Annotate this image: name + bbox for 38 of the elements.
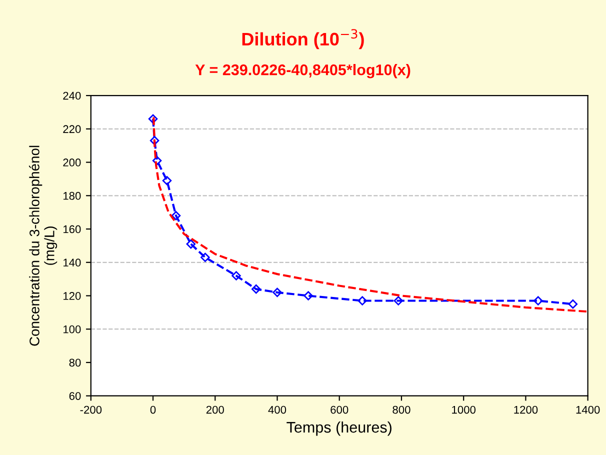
y-tick-label: 220 <box>63 125 81 134</box>
point <box>171 211 181 220</box>
point <box>394 296 403 306</box>
x-tick-label: 0 <box>150 406 156 414</box>
y-tick-label: 180 <box>63 192 81 200</box>
point <box>568 299 578 309</box>
x-tick-label: 1400 <box>576 406 600 414</box>
point <box>358 296 367 306</box>
y-axis-title: Concentration du 3-chlorophénol (mg/L) <box>29 146 58 346</box>
y-tick-label: 100 <box>63 325 81 334</box>
point <box>186 239 196 249</box>
point <box>200 252 210 262</box>
y-tick-label: 240 <box>63 92 81 100</box>
x-tick-label: 200 <box>206 406 224 414</box>
x-axis-title: Temps (heures) <box>286 421 392 436</box>
point <box>150 136 160 146</box>
point <box>152 156 162 166</box>
y-tick-label: 80 <box>69 358 81 367</box>
point <box>304 291 313 300</box>
x-tick-label: 1000 <box>452 406 476 414</box>
x-tick-label: 800 <box>392 406 410 414</box>
point <box>272 288 282 298</box>
y-tick-label: 60 <box>69 392 81 400</box>
x-tick-label: -200 <box>80 406 102 414</box>
chart-subtitle: Y = 239.0226-40,8405*log10(x) <box>195 64 410 78</box>
x-tick-label: 1200 <box>514 406 538 414</box>
chart-title: Dilution (10$^{−3}$) <box>242 29 364 50</box>
y-tick-label: 140 <box>63 258 81 267</box>
x-tick-label: 400 <box>268 406 286 414</box>
point <box>232 271 241 280</box>
x-tick-label: 600 <box>330 406 348 414</box>
y-tick-label: 200 <box>63 158 81 166</box>
point <box>162 176 172 186</box>
y-tick-label: 160 <box>63 225 81 234</box>
point <box>534 296 543 306</box>
point <box>252 284 261 294</box>
point <box>148 114 158 124</box>
y-tick-label: 120 <box>63 292 81 300</box>
